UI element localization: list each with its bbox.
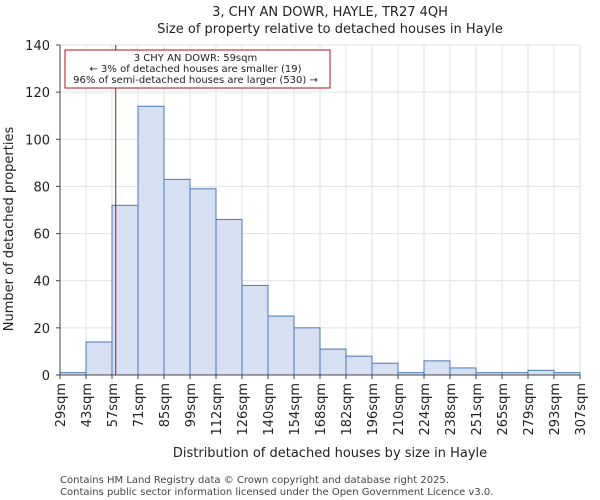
bar-99sqm (189, 188, 217, 376)
bar-112sqm (215, 218, 243, 376)
bar-279sqm (527, 369, 555, 376)
x-axis-title: Distribution of detached houses by size … (173, 446, 487, 461)
y-tick-label: 0 (42, 369, 50, 384)
x-tick-labels: 29sqm 43sqm 57sqm 71sqm 85sqm 99sqm 112sqm 126s… (54, 375, 589, 436)
x-tick-label: 140sqm (262, 383, 277, 436)
chart-subtitle: Size of property relative to detached ho… (157, 22, 503, 37)
x-tick-label: 224sqm (418, 383, 433, 436)
y-tick-label: 120 (25, 86, 50, 101)
bar-71sqm (137, 105, 165, 376)
bar-238sqm (449, 367, 477, 376)
footer-line-1: Contains HM Land Registry data © Crown c… (60, 475, 449, 486)
chart-title: 3, CHY AN DOWR, HAYLE, TR27 4QH (212, 5, 448, 20)
x-tick-label: 196sqm (366, 383, 381, 436)
x-tick-label: 210sqm (392, 383, 407, 436)
x-tick-label: 71sqm (132, 383, 147, 427)
x-tick-label: 154sqm (288, 383, 303, 436)
x-tick-label: 112sqm (210, 383, 225, 436)
annotation-line-2: ← 3% of detached houses are smaller (19) (90, 64, 302, 75)
x-tick-label: 126sqm (236, 383, 251, 436)
bar-126sqm (241, 284, 269, 376)
y-tick-label: 80 (33, 180, 50, 195)
bar-85sqm (163, 178, 191, 376)
bar-196sqm (371, 362, 399, 376)
x-tick-label: 279sqm (522, 383, 537, 436)
bar-224sqm (423, 360, 451, 376)
x-tick-label: 251sqm (470, 383, 485, 436)
x-tick-label: 57sqm (106, 383, 121, 427)
y-tick-label: 40 (33, 275, 50, 290)
y-tick-label: 140 (25, 39, 50, 54)
marker-group: 3 CHY AN DOWR: 59sqm← 3% of detached hou… (64, 45, 331, 375)
annotation-line-1: 3 CHY AN DOWR: 59sqm (134, 53, 258, 64)
y-tick-label: 100 (25, 133, 50, 148)
x-tick-label: 307sqm (574, 383, 589, 436)
bar-168sqm (319, 348, 347, 376)
x-tick-label: 293sqm (548, 383, 563, 436)
x-tick-label: 43sqm (80, 383, 95, 427)
bar-140sqm (267, 315, 295, 376)
bar-57sqm (111, 204, 139, 376)
x-tick-label: 29sqm (54, 383, 69, 427)
y-tick-label: 60 (33, 228, 50, 243)
y-tick-labels: 0 20 40 60 80 100 120 140 (25, 39, 60, 384)
bars (59, 105, 581, 376)
x-tick-label: 238sqm (444, 383, 459, 436)
x-tick-label: 168sqm (314, 383, 329, 436)
y-axis-title: Number of detached properties (2, 127, 17, 332)
bar-182sqm (345, 355, 373, 376)
footer-line-2: Contains public sector information licen… (60, 487, 493, 498)
annotation-line-3: 96% of semi-detached houses are larger (… (73, 75, 318, 86)
x-tick-label: 85sqm (158, 383, 173, 427)
annotation-box (64, 49, 331, 89)
bar-43sqm (85, 341, 113, 376)
bar-154sqm (293, 327, 321, 376)
x-tick-label: 265sqm (496, 383, 511, 436)
y-tick-label: 20 (33, 322, 50, 337)
x-tick-label: 182sqm (340, 383, 355, 436)
x-tick-label: 99sqm (184, 383, 199, 427)
